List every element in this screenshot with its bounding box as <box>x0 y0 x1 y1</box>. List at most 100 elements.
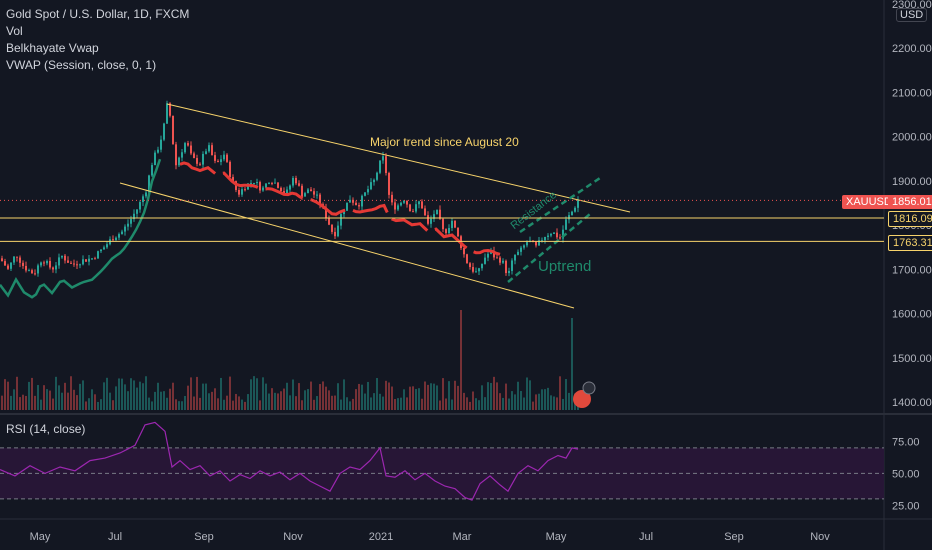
currency-badge[interactable]: USD <box>896 8 928 22</box>
candle-body <box>505 260 507 274</box>
volume-bar <box>217 398 219 410</box>
candle-body <box>232 177 234 182</box>
volume-bar <box>133 380 135 410</box>
candle-body <box>220 159 222 162</box>
volume-bar <box>187 385 189 410</box>
volume-bar <box>223 399 225 410</box>
candle-body <box>196 158 198 164</box>
volume-bar <box>115 386 117 410</box>
candle-body <box>310 189 312 192</box>
candle-body <box>466 254 468 264</box>
volume-bar <box>271 388 273 410</box>
candle-body <box>175 144 177 166</box>
time-axis-tick: Sep <box>194 531 214 543</box>
volume-bar <box>382 396 384 410</box>
volume-bar <box>544 389 546 410</box>
volume-bar <box>25 395 27 410</box>
volume-bar <box>94 394 96 410</box>
volume-bar <box>175 399 177 410</box>
candle-body <box>418 201 420 205</box>
candle-body <box>487 253 489 258</box>
candle-body <box>544 236 546 241</box>
volume-bar <box>67 392 69 410</box>
volume-bar <box>481 385 483 410</box>
channel-upper-line <box>166 103 631 213</box>
candle-body <box>187 143 189 146</box>
volume-bar <box>466 397 468 410</box>
candle-body <box>295 177 297 184</box>
candle-body <box>541 240 543 242</box>
candle-body <box>388 173 390 195</box>
candle-body <box>376 172 378 180</box>
candle-body <box>391 194 393 203</box>
annotation-major-trend: Major trend since August 20 <box>370 135 519 149</box>
volume-bar <box>556 397 558 410</box>
candle-body <box>571 211 573 216</box>
rsi-axis-tick: 50.00 <box>892 468 920 480</box>
volume-bar <box>463 392 465 410</box>
candle-body <box>202 153 204 165</box>
candle-body <box>556 232 558 238</box>
volume-bar <box>76 395 78 410</box>
time-axis-tick: Nov <box>810 531 830 543</box>
volume-bar <box>457 385 459 410</box>
candle-body <box>403 200 405 203</box>
candle-body <box>397 205 399 210</box>
candle-body <box>127 223 129 227</box>
candle-body <box>547 235 549 237</box>
volume-bar <box>238 396 240 410</box>
volume-bar <box>535 394 537 410</box>
candle-body <box>463 248 465 255</box>
volume-bar <box>514 394 516 410</box>
candle-body <box>481 263 483 269</box>
candle-body <box>517 251 519 255</box>
candle-body <box>334 231 336 237</box>
candle-body <box>340 214 342 226</box>
candle-body <box>160 139 162 150</box>
candle-body <box>106 244 108 248</box>
volume-bar <box>352 398 354 410</box>
candle-body <box>349 199 351 203</box>
candle-body <box>172 115 174 145</box>
candle-body <box>259 182 261 191</box>
volume-bar <box>178 401 180 410</box>
volume-bar <box>508 398 510 410</box>
volume-bar <box>121 378 123 410</box>
candle-body <box>100 249 102 252</box>
volume-bar <box>394 399 396 410</box>
volume-bar <box>61 392 63 410</box>
candle-body <box>367 189 369 193</box>
volume-bar <box>16 376 18 410</box>
volume-bar <box>568 392 570 410</box>
volume-bar <box>208 393 210 410</box>
volume-bar <box>145 376 147 410</box>
candle-body <box>67 260 69 263</box>
volume-bar <box>547 387 549 410</box>
volume-bar <box>214 388 216 410</box>
candle-body <box>442 218 444 230</box>
volume-bar <box>244 401 246 410</box>
candle-body <box>475 271 477 273</box>
time-axis-tick: May <box>30 531 51 543</box>
price-axis-tick: 2100.00 <box>892 87 932 99</box>
candle-body <box>130 219 132 224</box>
candle-body <box>76 264 78 266</box>
volume-bar <box>505 383 507 410</box>
candle-body <box>373 179 375 183</box>
candle-body <box>139 202 141 210</box>
annotation-uptrend: Uptrend <box>538 258 592 275</box>
volume-bar <box>265 383 267 410</box>
volume-bar <box>565 379 567 410</box>
candle-body <box>364 192 366 196</box>
candle-body <box>538 240 540 246</box>
volume-bar <box>355 389 357 410</box>
candle-body <box>52 267 54 270</box>
volume-bar <box>142 383 144 410</box>
volume-bar <box>490 382 492 410</box>
candle-body <box>514 254 516 261</box>
volume-bar <box>163 391 165 410</box>
candle-body <box>31 270 33 274</box>
volume-bar <box>454 380 456 410</box>
candle-body <box>496 257 498 259</box>
